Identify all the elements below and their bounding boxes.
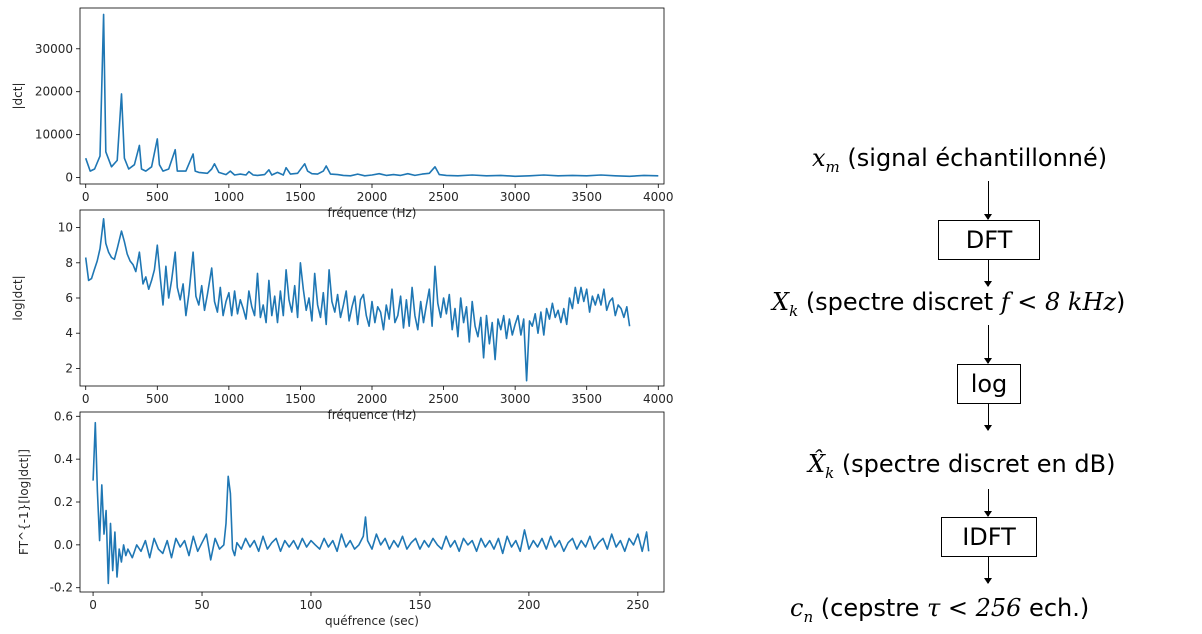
x-tick-label: 150 <box>408 598 431 612</box>
step-subscript: k <box>825 463 835 482</box>
x-tick-label: 1000 <box>214 392 245 406</box>
series-line <box>92 421 650 585</box>
y-tick-label: -0.2 <box>50 581 73 595</box>
x-tick-label: 3500 <box>571 392 602 406</box>
x-tick-label: 500 <box>146 190 169 204</box>
y-tick-label: 20000 <box>35 85 73 99</box>
x-tick-label: 2000 <box>357 190 388 204</box>
x-tick-label: 1500 <box>285 190 316 204</box>
step-text: (signal échantillonné) <box>839 144 1108 172</box>
y-tick-label: 0.2 <box>54 495 73 509</box>
op-label: IDFT <box>962 523 1016 551</box>
x-tick-label: 2500 <box>428 190 459 204</box>
step-symbol: x <box>812 144 826 172</box>
y-axis-label: |dct| <box>11 82 25 109</box>
y-tick-label: 0.4 <box>54 452 73 466</box>
op-label: DFT <box>965 226 1013 254</box>
y-tick-label: 10000 <box>35 128 73 142</box>
step-subscript: m <box>825 157 840 176</box>
chart-panel-2: 0 500 1000 1500 2000 2500 3000 3500 4000 2 4 6 8 10 lo… <box>11 209 674 422</box>
step-close: ech.) <box>1021 594 1090 622</box>
flow-arrow <box>984 489 992 517</box>
y-axis-label: log|dct| <box>11 275 25 320</box>
x-tick-label: 1000 <box>214 190 245 204</box>
y-tick-label: 8 <box>65 256 73 270</box>
charts-area: 0 500 1000 1500 2000 2500 3000 3500 400001000020… <box>11 7 674 628</box>
flow-arrow <box>984 181 992 220</box>
step-subscript: k <box>789 301 799 320</box>
x-tick-label: 2000 <box>357 392 388 406</box>
op-label: log <box>970 370 1008 398</box>
chart-panel-3: 0 50 100 150 200 250 -0.2 0.0 0.2 0.4 0.6 FT^{-1}[l… <box>17 409 665 628</box>
x-tick-label: 3500 <box>571 190 602 204</box>
x-tick-label: 200 <box>517 598 540 612</box>
flow-arrow <box>984 325 992 364</box>
flow-arrow <box>984 556 992 584</box>
y-axis-label: FT^{-1}[log|dct|] <box>17 449 31 555</box>
x-axis-label: fréquence (Hz) <box>328 206 417 220</box>
step-subscript: n <box>803 607 814 626</box>
flow-step-spectrum-db: X̂k (spectre discret en dB) <box>808 450 1115 482</box>
chart-panel-1: 0 500 1000 1500 2000 2500 3000 3500 4000 0 10000 20… <box>11 7 674 220</box>
x-tick-label: 100 <box>300 598 323 612</box>
x-tick-label: 1500 <box>285 392 316 406</box>
x-tick-label: 4000 <box>643 392 674 406</box>
step-symbol: X <box>772 288 790 316</box>
x-tick-label: 50 <box>194 598 209 612</box>
y-tick-label: 0 <box>65 171 73 185</box>
x-axis-label: fréquence (Hz) <box>328 408 417 422</box>
step-symbol: c <box>790 594 804 622</box>
x-tick-label: 0 <box>82 190 90 204</box>
step-close: ) <box>1116 288 1126 316</box>
flow-arrow <box>984 259 992 287</box>
step-text: (spectre discret en dB) <box>834 450 1116 478</box>
y-tick-label: 0.0 <box>54 538 73 552</box>
x-tick-label: 250 <box>626 598 649 612</box>
y-tick-label: 10 <box>58 221 73 235</box>
x-tick-label: 4000 <box>643 190 674 204</box>
flow-step-signal: xm (signal échantillonné) <box>812 144 1107 176</box>
step-symbol: X̂ <box>808 450 826 478</box>
step-text: (spectre discret <box>798 288 1001 316</box>
step-math: τ < 256 <box>926 594 1022 622</box>
op-idft-box: IDFT <box>941 517 1037 557</box>
step-text: (cepstre <box>813 594 927 622</box>
flow-arrow <box>984 403 992 431</box>
y-tick-label: 30000 <box>35 42 73 56</box>
op-log-box: log <box>957 364 1021 404</box>
processing-flowchart: xm (signal échantillonné) DFT Xk (spectr… <box>760 0 1202 634</box>
x-tick-label: 0 <box>82 392 90 406</box>
y-tick-label: 2 <box>65 361 73 375</box>
x-tick-label: 0 <box>89 598 97 612</box>
plot-frame <box>79 7 665 185</box>
x-axis-label: quéfrence (sec) <box>325 614 419 628</box>
y-tick-label: 6 <box>65 291 73 305</box>
op-dft-box: DFT <box>938 220 1040 260</box>
x-tick-label: 500 <box>146 392 169 406</box>
y-tick-label: 4 <box>65 326 73 340</box>
x-tick-label: 3000 <box>500 392 531 406</box>
plot-frame <box>79 411 665 593</box>
x-tick-label: 2500 <box>428 392 459 406</box>
step-math: f < 8 kHz <box>1000 288 1117 316</box>
series-line <box>84 218 631 382</box>
flow-step-cepstrum: cn (cepstre τ < 256 ech.) <box>790 594 1089 626</box>
y-tick-label: 0.6 <box>54 409 73 423</box>
x-tick-label: 3000 <box>500 190 531 204</box>
series-line <box>84 13 659 178</box>
flow-step-spectrum: Xk (spectre discret f < 8 kHz) <box>772 288 1125 320</box>
